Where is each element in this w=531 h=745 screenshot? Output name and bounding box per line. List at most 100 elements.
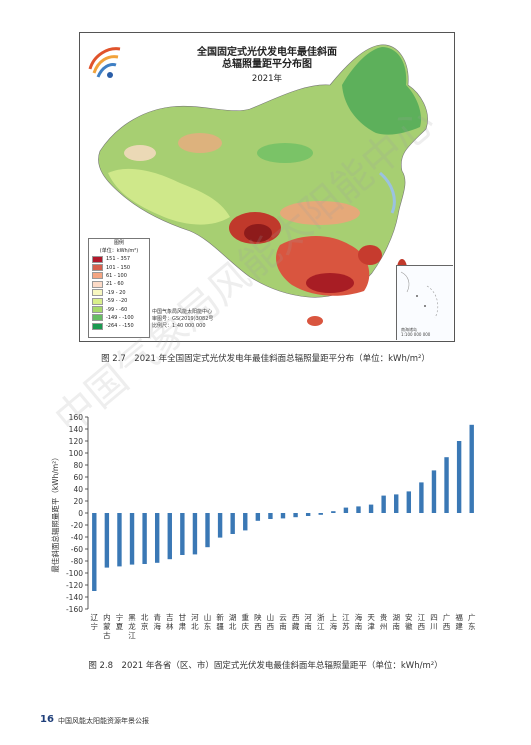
x-category-label: 湖北 bbox=[229, 613, 237, 631]
inset-label: 南海诸岛 bbox=[401, 327, 417, 332]
y-tick-label: 120 bbox=[69, 437, 84, 446]
y-tick-label: -80 bbox=[71, 557, 83, 566]
legend-label: -149 - -100 bbox=[106, 314, 134, 321]
x-category-label: 四川 bbox=[430, 613, 438, 631]
bar bbox=[343, 507, 349, 513]
x-category-label: 新疆 bbox=[216, 612, 224, 631]
bar bbox=[104, 513, 110, 568]
page-number: 16 bbox=[40, 714, 54, 725]
legend-label: 101 - 150 bbox=[106, 264, 131, 271]
logo-icon bbox=[88, 47, 121, 78]
map-title-line2: 总辐照量距平分布图 bbox=[222, 59, 312, 70]
x-category-label: 北京 bbox=[141, 613, 149, 631]
bar bbox=[419, 482, 424, 513]
x-category-label: 黑龙江 bbox=[128, 613, 136, 640]
legend-item: 21 - 60 bbox=[89, 280, 149, 288]
y-tick-label: 140 bbox=[69, 425, 84, 434]
map-credit: 中国气象局风能太阳能中心 审图号：GS(2019)3082号 比例尺：1:40 … bbox=[152, 309, 213, 330]
bar bbox=[243, 513, 248, 531]
bar bbox=[154, 513, 160, 563]
y-tick-label: -20 bbox=[71, 521, 83, 530]
y-tick-label: -140 bbox=[66, 593, 83, 602]
y-axis-title: 最佳斜面总辐照量距平（kWh/m²） bbox=[50, 453, 60, 572]
province-bar-chart: -160 -140 -120 -100 -80 -60 -40 -20 0 20 40 60 80 100… bbox=[50, 413, 476, 640]
legend-item: 101 - 150 bbox=[89, 263, 149, 272]
figure-2-8-caption: 图 2.8 2021 年各省（区、市）固定式光伏发电最佳斜面年总辐照量距平（单位… bbox=[88, 661, 443, 671]
bar bbox=[305, 513, 311, 516]
legend-label: -59 - -20 bbox=[106, 298, 128, 305]
bar bbox=[217, 513, 223, 538]
inset-scale: 1:100 000 000 bbox=[401, 332, 431, 337]
x-category-label: 山东 bbox=[204, 612, 212, 631]
bar bbox=[293, 513, 298, 518]
inset-map-graphic bbox=[400, 271, 439, 319]
bar bbox=[205, 513, 210, 548]
y-tick-label: -160 bbox=[66, 605, 83, 614]
legend-item: -264 - -150 bbox=[89, 322, 149, 330]
bar bbox=[255, 513, 261, 521]
y-tick-label: -100 bbox=[66, 569, 83, 578]
x-category-label: 广西 bbox=[443, 612, 451, 631]
credit-approval: 审图号：GS(2019)3082号 bbox=[152, 316, 214, 322]
legend-item: 151 - 357 bbox=[89, 255, 149, 263]
legend-item: -19 - 20 bbox=[89, 289, 149, 297]
x-category-label: 江西 bbox=[418, 613, 426, 631]
y-tick-label: 100 bbox=[69, 449, 84, 458]
legend-swatch bbox=[92, 306, 103, 314]
x-category-label: 青海 bbox=[153, 612, 161, 631]
y-tick-label: 60 bbox=[73, 473, 83, 482]
x-category-label: 海南 bbox=[355, 612, 363, 631]
south-sea-inset: 南海诸岛 1:100 000 000 bbox=[396, 265, 453, 340]
legend-swatch bbox=[92, 255, 103, 263]
x-category-label: 西藏 bbox=[292, 613, 300, 631]
x-category-label: 陕西 bbox=[254, 612, 262, 631]
bar bbox=[117, 513, 122, 567]
x-category-label: 湖南 bbox=[392, 613, 400, 631]
legend-swatch bbox=[92, 272, 103, 280]
x-category-label: 云南 bbox=[279, 613, 287, 631]
bar bbox=[318, 513, 323, 515]
legend-label: 61 - 100 bbox=[106, 272, 127, 279]
legend-label: 21 - 60 bbox=[106, 281, 124, 288]
x-category-label: 贵州 bbox=[380, 612, 388, 631]
bar bbox=[92, 513, 97, 591]
legend-swatch bbox=[92, 280, 103, 288]
x-category-label: 河北 bbox=[191, 613, 199, 631]
bar bbox=[456, 441, 462, 513]
x-category-label: 江苏 bbox=[342, 613, 350, 631]
x-category-label: 安徽 bbox=[405, 612, 413, 631]
x-category-label: 重庆 bbox=[242, 613, 250, 631]
bar bbox=[192, 513, 198, 555]
x-category-label: 吉林 bbox=[166, 613, 174, 631]
legend-swatch bbox=[92, 289, 103, 297]
y-tick-label: 20 bbox=[73, 497, 83, 506]
legend-label: 151 - 357 bbox=[106, 256, 131, 263]
y-tick-label: 0 bbox=[78, 509, 83, 518]
bar bbox=[381, 495, 386, 513]
china-map-graphic bbox=[88, 44, 428, 326]
y-tick-label: 80 bbox=[73, 461, 83, 470]
legend-label: -99 - -60 bbox=[106, 306, 128, 313]
x-category-label: 内蒙古 bbox=[103, 612, 111, 640]
y-tick-label: -60 bbox=[71, 545, 83, 554]
x-category-label: 宁夏 bbox=[116, 612, 124, 631]
legend-item: 61 - 100 bbox=[89, 272, 149, 280]
x-category-label: 甘肃 bbox=[179, 612, 187, 631]
legend-item: -149 - -100 bbox=[89, 314, 149, 322]
bar bbox=[356, 506, 361, 513]
legend-swatch bbox=[92, 314, 103, 322]
x-category-label: 广东 bbox=[468, 612, 476, 631]
bar bbox=[331, 511, 336, 513]
bar bbox=[431, 470, 437, 513]
legend-unit: (单位：kWh/m²) bbox=[99, 248, 139, 254]
x-category-label: 福建 bbox=[455, 613, 463, 631]
bar bbox=[268, 513, 273, 519]
bar bbox=[368, 504, 374, 513]
footer-title: 中国风能太阳能资源年景公报 bbox=[58, 717, 149, 725]
map-title-year: 2021年 bbox=[251, 74, 283, 84]
bar bbox=[394, 494, 399, 513]
legend-label: -19 - 20 bbox=[106, 289, 126, 296]
credit-org: 中国气象局风能太阳能中心 bbox=[152, 309, 213, 315]
bar bbox=[406, 491, 412, 513]
legend-item: -59 - -20 bbox=[89, 297, 149, 305]
